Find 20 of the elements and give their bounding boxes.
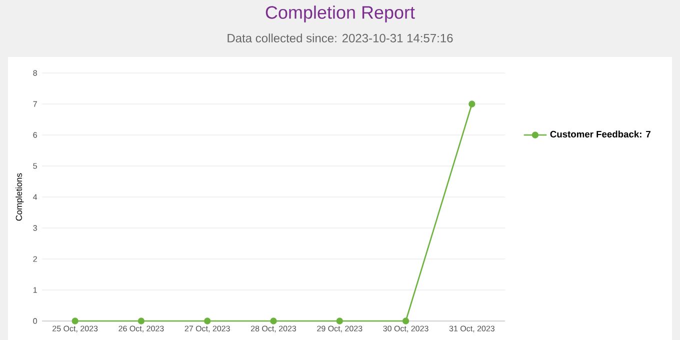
y-tick-label: 8 bbox=[33, 70, 37, 76]
x-tick-label: 26 Oct, 2023 bbox=[118, 326, 164, 332]
x-tick-label: 27 Oct, 2023 bbox=[184, 326, 230, 332]
y-axis-title: Completions bbox=[16, 173, 24, 221]
chart-subtitle: Data collected since: 2023-10-31 14:57:16 bbox=[228, 34, 453, 42]
y-tick-label: 7 bbox=[33, 101, 37, 107]
y-tick-label: 4 bbox=[33, 194, 38, 200]
y-tick-label: 1 bbox=[33, 287, 37, 293]
legend-label: Customer Feedback: 7 bbox=[550, 130, 650, 138]
y-tick-label: 0 bbox=[33, 318, 37, 324]
y-tick-label: 2 bbox=[33, 256, 37, 262]
y-tick-label: 5 bbox=[33, 163, 37, 169]
x-tick-label: 29 Oct, 2023 bbox=[317, 326, 362, 332]
x-tick-label: 25 Oct, 2023 bbox=[52, 326, 98, 332]
x-tick-label: 28 Oct, 2023 bbox=[250, 326, 296, 332]
x-tick-label: 31 Oct, 2023 bbox=[449, 326, 494, 332]
y-tick-label: 6 bbox=[33, 132, 37, 138]
y-tick-label: 3 bbox=[33, 225, 37, 231]
chart-title: Completion Report bbox=[266, 6, 415, 22]
x-tick-label: 30 Oct, 2023 bbox=[383, 326, 428, 332]
